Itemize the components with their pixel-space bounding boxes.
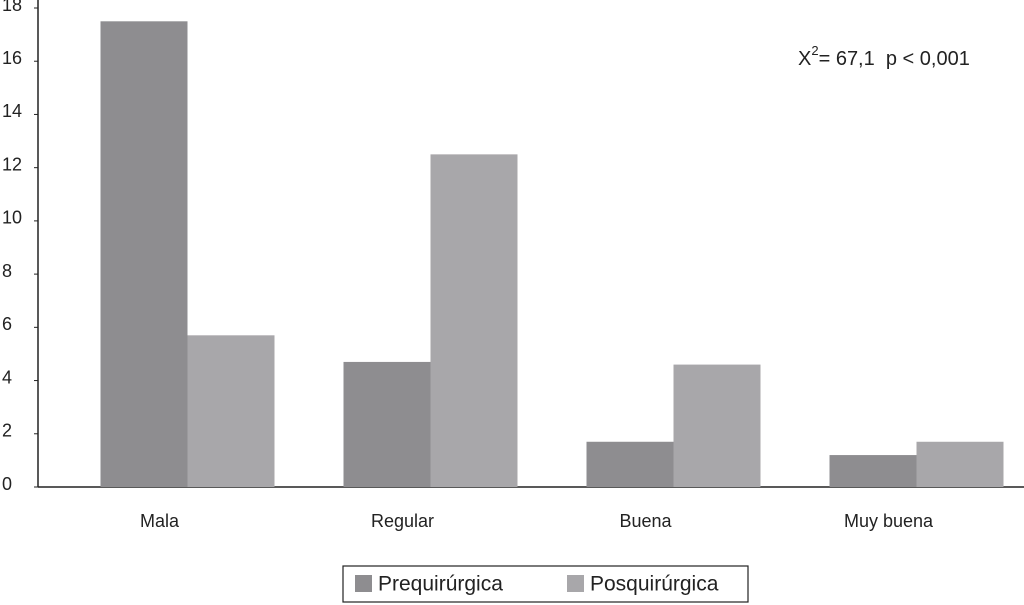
legend-swatch — [355, 575, 372, 592]
y-tick-label: 10 — [2, 208, 22, 228]
y-tick-label: 4 — [2, 367, 12, 387]
y-tick-label: 8 — [2, 261, 12, 281]
y-tick-label: 0 — [2, 474, 12, 494]
legend-label: Prequirúrgica — [378, 573, 503, 596]
bar — [100, 21, 188, 488]
y-tick-label: 6 — [2, 314, 12, 334]
legend-box — [342, 565, 749, 603]
bar — [343, 361, 431, 487]
annotation: X2= 67,1 p < 0,001 — [798, 43, 970, 70]
bar — [916, 441, 1004, 487]
y-tick-label: 12 — [2, 154, 22, 174]
bar — [829, 455, 917, 487]
legend-label: Posquirúrgica — [590, 573, 719, 596]
legend-swatch — [567, 575, 584, 592]
bar — [187, 335, 275, 487]
annotation-base: X — [798, 48, 811, 70]
y-tick-label: 16 — [2, 48, 22, 68]
y-tick-label: 14 — [2, 101, 22, 121]
y-tick-label: 18 — [2, 0, 22, 15]
annotation-rest: = 67,1 p < 0,001 — [819, 48, 970, 70]
x-tick-label: Regular — [371, 511, 434, 531]
bar — [673, 364, 761, 487]
x-tick-label: Mala — [140, 511, 180, 531]
y-tick-label: 2 — [2, 421, 12, 441]
bar — [586, 441, 674, 487]
x-tick-label: Muy buena — [844, 511, 934, 531]
x-tick-label: Buena — [619, 511, 672, 531]
annotation-sup: 2 — [811, 43, 818, 58]
bar — [430, 154, 518, 487]
